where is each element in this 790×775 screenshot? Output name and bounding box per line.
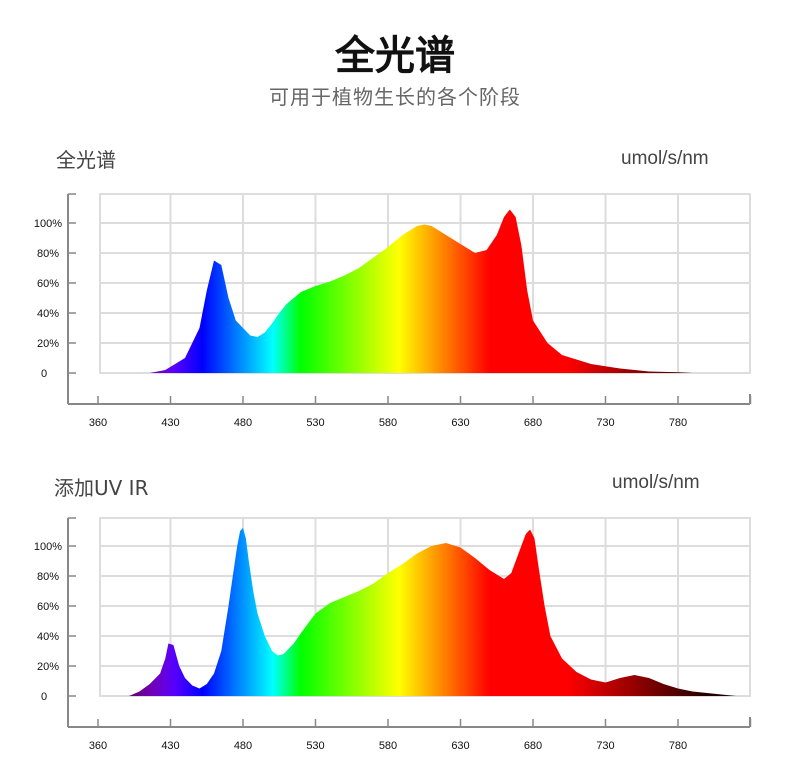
y-tick-label: 100% bbox=[34, 218, 62, 230]
chart-frame bbox=[67, 193, 752, 405]
x-tick-label: 580 bbox=[379, 740, 397, 752]
x-tick-label: 360 bbox=[89, 740, 107, 752]
spectrum-area-series bbox=[149, 209, 693, 373]
x-tick-label: 480 bbox=[234, 740, 252, 752]
unit-label-uv-ir: umol/s/nm bbox=[612, 472, 700, 493]
x-tick-label: 580 bbox=[379, 417, 397, 429]
page-title: 全光谱 bbox=[335, 33, 455, 79]
y-tick-label: 20% bbox=[37, 338, 59, 350]
x-tick-label: 480 bbox=[234, 417, 252, 429]
x-tick-label: 360 bbox=[89, 417, 107, 429]
chart-title-full-spectrum: 全光谱 bbox=[56, 148, 116, 172]
x-tick-label: 630 bbox=[451, 740, 469, 752]
x-tick-label: 530 bbox=[306, 740, 324, 752]
x-tick-label: 730 bbox=[596, 740, 614, 752]
y-tick-label: 60% bbox=[37, 278, 59, 290]
unit-label-full-spectrum: umol/s/nm bbox=[621, 148, 709, 169]
y-tick-label: 80% bbox=[37, 248, 59, 260]
chart-title-uv-ir: 添加UV IR bbox=[54, 476, 149, 500]
page-subtitle: 可用于植物生长的各个阶段 bbox=[269, 85, 521, 109]
x-tick-label: 730 bbox=[596, 417, 614, 429]
x-tick-label: 630 bbox=[451, 417, 469, 429]
y-tick-label: 0 bbox=[41, 368, 47, 380]
y-tick-label: 40% bbox=[37, 631, 59, 643]
y-tick-label: 40% bbox=[37, 308, 59, 320]
x-tick-label: 430 bbox=[161, 417, 179, 429]
x-tick-label: 430 bbox=[161, 740, 179, 752]
y-tick-label: 80% bbox=[37, 571, 59, 583]
x-tick-label: 530 bbox=[306, 417, 324, 429]
y-tick-label: 100% bbox=[34, 541, 62, 553]
y-tick-label: 60% bbox=[37, 601, 59, 613]
y-tick-label: 20% bbox=[37, 661, 59, 673]
x-tick-label: 780 bbox=[669, 740, 687, 752]
y-tick-label: 0 bbox=[41, 691, 47, 703]
chart-frame bbox=[67, 517, 752, 728]
x-tick-label: 680 bbox=[524, 740, 542, 752]
spectrum-area-series bbox=[129, 528, 737, 696]
x-tick-label: 780 bbox=[669, 417, 687, 429]
x-tick-label: 680 bbox=[524, 417, 542, 429]
